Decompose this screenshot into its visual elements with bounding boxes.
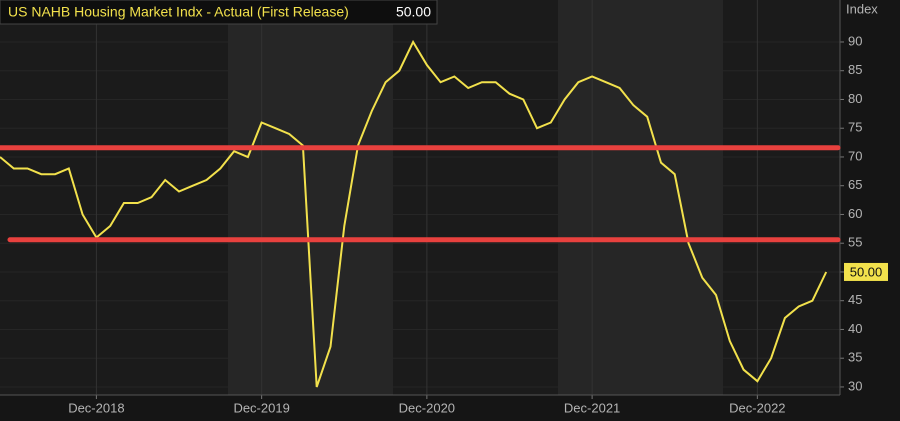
y-tick-label: 75 [848, 120, 862, 135]
y-tick-label: 35 [848, 350, 862, 365]
y-tick-label: 65 [848, 177, 862, 192]
x-tick-label: Dec-2019 [233, 400, 289, 415]
y-tick-label: 80 [848, 91, 862, 106]
plot [0, 0, 840, 395]
y-tick-label: 55 [848, 235, 862, 250]
period-band [228, 0, 393, 395]
y-axis-label: Index [846, 1, 878, 16]
y-tick-label: 40 [848, 321, 862, 336]
period-band [558, 0, 723, 395]
y-tick-label: 70 [848, 148, 862, 163]
y-tick-label: 45 [848, 292, 862, 307]
y-tick-label: 60 [848, 206, 862, 221]
title-value: 50.00 [396, 4, 431, 20]
x-tick-label: Dec-2018 [68, 400, 124, 415]
chart-title: US NAHB Housing Market Indx - Actual (Fi… [8, 4, 349, 20]
last-value-box [844, 262, 888, 281]
y-tick-label: 85 [848, 62, 862, 77]
x-tick-label: Dec-2021 [564, 400, 620, 415]
x-tick-label: Dec-2020 [399, 400, 455, 415]
y-tick-label: 30 [848, 378, 862, 393]
x-tick-label: Dec-2022 [729, 400, 785, 415]
series-line [0, 39, 828, 388]
title-box [0, 0, 438, 25]
y-tick-label: 90 [848, 33, 862, 48]
last-value-label: 50.00 [850, 264, 883, 279]
